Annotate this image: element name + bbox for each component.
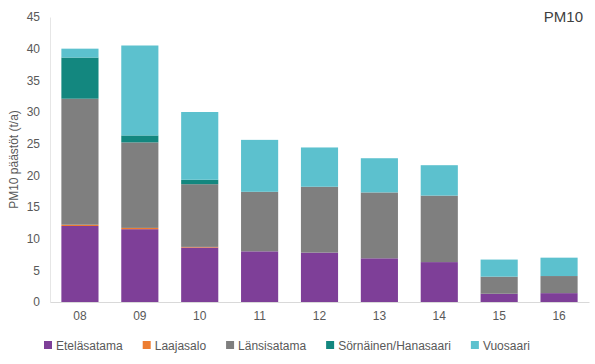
y-axis: 0 5 10 15 20 25 30 35 40 45 <box>27 10 51 309</box>
legend-label: Vuosaari <box>483 339 530 353</box>
bar-segment <box>481 294 518 302</box>
y-tick: 25 <box>27 137 50 151</box>
x-axis: 08 09 10 11 12 13 14 15 16 <box>51 302 590 323</box>
legend: Eteläsatama Laajasalo Länsisatama Sörnäinen… <box>44 339 530 353</box>
x-tick: 11 <box>253 302 266 323</box>
y-tick-label: 40 <box>27 42 41 56</box>
y-tick: 35 <box>27 74 50 88</box>
legend-label: Eteläsatama <box>56 339 123 353</box>
x-tick-label: 10 <box>193 309 207 323</box>
legend-label: Sörnäinen/Hanasaari <box>338 339 451 353</box>
bar-segment <box>121 229 158 302</box>
y-tick: 20 <box>27 169 50 183</box>
legend-item: Sörnäinen/Hanasaari <box>326 339 451 353</box>
legend-label: Länsisatama <box>238 339 306 353</box>
bar-segment <box>301 253 338 302</box>
x-tick: 12 <box>313 302 327 323</box>
bar-segment <box>421 165 458 195</box>
legend-swatch <box>326 341 334 349</box>
bar-segment <box>61 58 98 99</box>
bar-segment <box>181 248 218 302</box>
x-tick: 09 <box>133 302 147 323</box>
bar-segment <box>241 251 278 302</box>
chart-title: PM10 <box>544 8 583 25</box>
bar-segment <box>61 226 98 302</box>
bar-segment <box>540 276 577 293</box>
x-tick: 08 <box>73 302 87 323</box>
bar-segment <box>61 49 98 58</box>
bar-segment <box>241 140 278 192</box>
y-tick-label: 45 <box>27 10 41 24</box>
y-tick: 5 <box>33 264 50 278</box>
y-tick: 45 <box>27 10 50 24</box>
bar-segment <box>61 225 98 226</box>
y-axis-line <box>50 18 51 303</box>
bar-segment <box>301 187 338 253</box>
bar-segment <box>121 46 158 136</box>
legend-swatch <box>143 341 151 349</box>
chart: 0 5 10 15 20 25 30 35 40 45 08 09 10 11 12 13 14 15 16 PM10… <box>0 0 595 364</box>
legend-item: Eteläsatama <box>44 339 123 353</box>
x-tick: 10 <box>193 302 207 323</box>
y-tick-label: 15 <box>27 200 41 214</box>
bar-segment <box>301 147 338 186</box>
legend-item: Laajasalo <box>143 339 207 353</box>
legend-item: Vuosaari <box>471 339 530 353</box>
bar-segment <box>181 180 218 184</box>
legend-swatch <box>226 341 234 349</box>
bar-segment <box>181 112 218 180</box>
y-tick-label: 0 <box>33 295 40 309</box>
y-tick: 0 <box>33 295 50 309</box>
legend-label: Laajasalo <box>155 339 207 353</box>
bar-segment <box>481 260 518 277</box>
x-tick-label: 09 <box>133 309 147 323</box>
x-tick: 13 <box>373 302 387 323</box>
bar-segment <box>361 158 398 192</box>
bar-segment <box>61 99 98 225</box>
x-tick-label: 16 <box>552 309 566 323</box>
bars <box>61 46 577 303</box>
bar-segment <box>421 196 458 263</box>
y-tick-label: 25 <box>27 137 41 151</box>
x-tick: 16 <box>552 302 566 323</box>
y-tick: 10 <box>27 232 50 246</box>
y-tick-label: 20 <box>27 169 41 183</box>
x-axis-line <box>51 302 590 303</box>
bar-segment <box>121 228 158 229</box>
bar-segment <box>361 192 398 258</box>
x-tick-label: 11 <box>253 309 266 323</box>
x-tick-label: 14 <box>433 309 447 323</box>
bar-segment <box>540 293 577 302</box>
x-tick-label: 08 <box>73 309 87 323</box>
bar-segment <box>121 135 158 142</box>
y-axis-title: PM10 päästöt (t/a) <box>7 110 21 209</box>
bar-segment <box>421 262 458 302</box>
plot-area: 0 5 10 15 20 25 30 35 40 45 08 09 10 11 12 13 14 15 16 <box>27 10 590 322</box>
bar-segment <box>481 277 518 294</box>
bar-segment <box>361 258 398 302</box>
bar-segment <box>241 192 278 252</box>
y-tick: 30 <box>27 105 50 119</box>
x-tick: 14 <box>433 302 447 323</box>
y-tick: 15 <box>27 200 50 214</box>
x-tick-label: 15 <box>492 309 506 323</box>
x-tick: 15 <box>492 302 506 323</box>
x-tick-label: 12 <box>313 309 327 323</box>
x-tick-label: 13 <box>373 309 387 323</box>
y-tick: 40 <box>27 42 50 56</box>
bar-segment <box>121 142 158 228</box>
bar-segment <box>540 258 577 276</box>
y-tick-label: 10 <box>27 232 41 246</box>
y-tick-label: 35 <box>27 74 41 88</box>
legend-item: Länsisatama <box>226 339 306 353</box>
bar-segment <box>181 184 218 247</box>
legend-swatch <box>471 341 479 349</box>
y-tick-label: 30 <box>27 105 41 119</box>
y-tick-label: 5 <box>33 264 40 278</box>
legend-swatch <box>44 341 52 349</box>
